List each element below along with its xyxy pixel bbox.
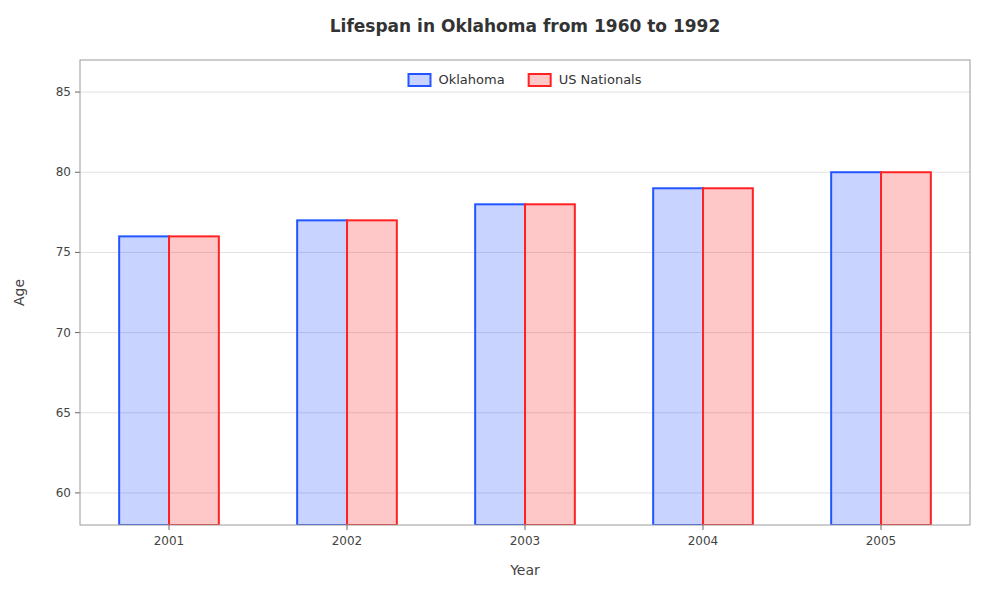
y-tick-label: 75 <box>56 245 71 259</box>
y-tick <box>75 172 80 173</box>
bar <box>119 236 169 525</box>
x-tick-label: 2002 <box>332 534 363 548</box>
bar <box>703 188 753 525</box>
legend-label: US Nationals <box>559 72 642 87</box>
y-tick-label: 65 <box>56 406 71 420</box>
chart-svg: 60 65 70 75 80 85 2001 2002 2003 2004 2005 Lifespan… <box>0 0 1000 600</box>
x-axis-label: Year <box>509 562 540 578</box>
legend-item: Oklahoma <box>408 72 504 87</box>
legend: Oklahoma US Nationals <box>408 72 641 87</box>
bar <box>475 204 525 525</box>
plot-frame <box>80 60 970 525</box>
x-tick-label: 2004 <box>688 534 719 548</box>
y-axis-label: Age <box>11 279 27 306</box>
x-tick-label: 2005 <box>866 534 897 548</box>
y-tick-label: 85 <box>56 85 71 99</box>
grid-line <box>80 92 970 93</box>
bar <box>347 220 397 525</box>
bar <box>297 220 347 525</box>
bar <box>169 236 219 525</box>
bar <box>881 172 931 525</box>
x-tick-label: 2003 <box>510 534 541 548</box>
legend-item: US Nationals <box>529 72 642 87</box>
y-tick <box>75 332 80 333</box>
bar <box>831 172 881 525</box>
y-tick-label: 70 <box>56 326 71 340</box>
chart-title: Lifespan in Oklahoma from 1960 to 1992 <box>330 16 721 36</box>
bars <box>119 172 931 525</box>
x-tick-label: 2001 <box>154 534 185 548</box>
x-tick <box>881 525 882 530</box>
x-tick <box>703 525 704 530</box>
bar <box>653 188 703 525</box>
x-tick <box>525 525 526 530</box>
legend-label: Oklahoma <box>438 72 504 87</box>
x-tick <box>169 525 170 530</box>
chart-container: 60 65 70 75 80 85 2001 2002 2003 2004 2005 Lifespan… <box>0 0 1000 600</box>
y-tick <box>75 92 80 93</box>
y-tick-label: 80 <box>56 165 71 179</box>
y-tick-label: 60 <box>56 486 71 500</box>
legend-swatch <box>529 74 551 86</box>
y-tick <box>75 252 80 253</box>
bar <box>525 204 575 525</box>
legend-swatch <box>408 74 430 86</box>
y-tick <box>75 492 80 493</box>
y-tick <box>75 412 80 413</box>
x-tick <box>347 525 348 530</box>
